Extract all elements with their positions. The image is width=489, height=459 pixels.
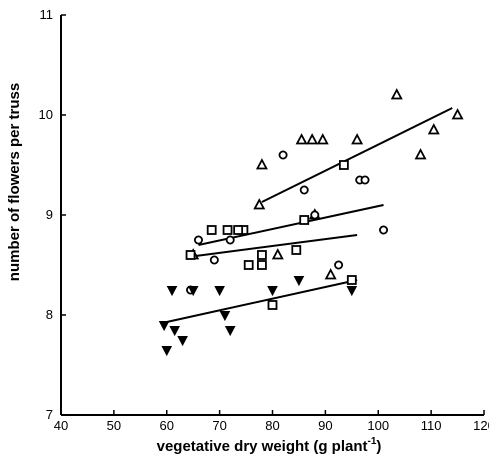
data-point [187, 286, 199, 297]
x-axis-title: vegetative dry weight (g plant-1) [157, 436, 382, 455]
data-point [351, 133, 364, 145]
x-tick-label: 100 [367, 418, 389, 433]
data-point [243, 260, 254, 270]
data-point [253, 198, 266, 210]
data-point [299, 185, 309, 195]
axes [60, 15, 484, 416]
x-tick-label: 90 [318, 418, 332, 433]
trend-line [187, 234, 358, 258]
data-point [224, 326, 236, 337]
x-axis-title-main: vegetative dry weight (g plant [157, 438, 368, 455]
data-point [346, 275, 357, 285]
data-point [293, 276, 305, 287]
data-point [267, 300, 278, 310]
y-tick-label: 7 [46, 407, 53, 422]
data-point [310, 210, 320, 220]
data-point [255, 158, 268, 170]
data-point [306, 133, 319, 145]
tick-group: 40 50 60 70 80 90 100 110 120 7 8 9 10 11 [39, 7, 489, 433]
y-tick-label: 8 [46, 307, 53, 322]
x-tick-label: 50 [107, 418, 121, 433]
data-point [278, 150, 288, 160]
x-tick-label: 70 [212, 418, 226, 433]
data-point [338, 160, 349, 170]
data-point [346, 286, 358, 297]
trend-line [261, 107, 453, 203]
data-point [427, 123, 440, 135]
data-point [206, 225, 217, 235]
data-point [324, 268, 337, 280]
y-tick-label: 10 [39, 107, 53, 122]
x-tick-label: 110 [421, 418, 442, 433]
y-axis-title: number of flowers per truss [6, 83, 23, 281]
data-point [390, 88, 403, 100]
data-point [166, 286, 178, 297]
data-point [222, 225, 233, 235]
data-points [158, 88, 464, 357]
data-point [257, 260, 267, 270]
x-axis-title-superscript: -1 [367, 436, 376, 447]
data-point [414, 148, 427, 160]
x-tick-label: 80 [265, 418, 279, 433]
data-point [257, 250, 267, 260]
data-point [185, 250, 196, 260]
data-point [316, 133, 329, 145]
trend-line [166, 279, 358, 323]
data-point [177, 336, 188, 347]
data-point [379, 225, 389, 235]
data-point [233, 225, 244, 235]
data-point [360, 175, 370, 185]
data-point [209, 255, 219, 265]
x-tick-label: 120 [473, 418, 489, 433]
data-point [299, 215, 310, 225]
data-point [219, 311, 231, 322]
data-point [267, 286, 278, 297]
data-point [158, 321, 170, 332]
data-point [334, 260, 344, 270]
data-point [451, 108, 464, 120]
data-point [225, 235, 235, 245]
data-point [169, 326, 181, 337]
y-tick-label: 11 [40, 7, 54, 22]
x-tick-label: 60 [160, 418, 174, 433]
x-axis-title-close: ) [376, 438, 381, 455]
x-tick-label: 40 [54, 418, 68, 433]
data-point [161, 346, 173, 357]
data-point [271, 248, 284, 260]
trend-lines [166, 107, 453, 323]
data-point [214, 286, 225, 297]
data-point [291, 245, 302, 255]
data-point [295, 133, 308, 145]
y-tick-label: 9 [46, 207, 53, 222]
data-point [193, 235, 203, 245]
